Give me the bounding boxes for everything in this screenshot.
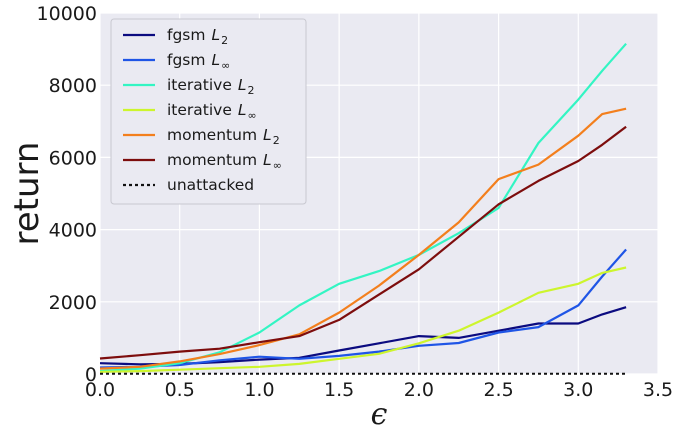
y-tick-label: 6000: [49, 147, 97, 169]
legend-entry-label: iterative: [167, 76, 232, 94]
legend-norm-symbol: L: [238, 101, 247, 119]
legend-norm-subscript: ∞: [273, 159, 282, 172]
legend-norm-symbol: L: [263, 126, 272, 144]
legend-entry-label: momentum: [167, 126, 257, 144]
legend-entry-label: fgsm: [167, 51, 205, 69]
legend-norm-symbol: L: [211, 26, 220, 44]
series-line-3: [99, 266, 627, 373]
y-tick-label: 0: [85, 364, 97, 386]
legend-entry-label: iterative: [167, 101, 232, 119]
y-tick-labels: 0 2000 4000 6000 8000 10000: [37, 3, 97, 386]
x-tick-label: 1.0: [244, 379, 274, 401]
y-axis-label: return: [7, 142, 47, 246]
x-tick-label: 0.0: [85, 379, 115, 401]
legend-norm-symbol: L: [211, 51, 220, 69]
series-line-4: [99, 107, 627, 370]
legend-entry-label: fgsm: [167, 26, 205, 44]
legend-norm-subscript: 2: [221, 34, 228, 47]
y-tick-label: 8000: [49, 75, 97, 97]
legend-norm-symbol: L: [238, 76, 247, 94]
series-line-1: [99, 248, 627, 369]
x-tick-label: 1.5: [324, 379, 354, 401]
legend-entry-label: momentum: [167, 151, 257, 169]
legend-norm-symbol: L: [263, 151, 272, 169]
series-line-5: [99, 125, 627, 360]
x-tick-labels: 0.0 0.5 1.0 1.5 2.0 2.5 3.0 3.5: [85, 379, 673, 401]
x-tick-label: 2.0: [404, 379, 434, 401]
legend-norm-subscript: ∞: [221, 59, 230, 72]
x-tick-label: 3.5: [643, 379, 673, 401]
x-tick-label: 3.0: [563, 379, 593, 401]
legend-entry-label: unattacked: [167, 176, 254, 194]
legend-norm-subscript: 2: [248, 84, 255, 97]
legend-norm-subscript: ∞: [248, 109, 257, 122]
legend-norm-subscript: 2: [273, 134, 280, 147]
series-lines: [99, 42, 627, 375]
y-tick-label: 4000: [49, 220, 97, 242]
x-tick-label: 0.5: [165, 379, 195, 401]
x-tick-label: 2.5: [483, 379, 513, 401]
y-tick-label: 10000: [37, 3, 97, 25]
y-tick-label: 2000: [49, 292, 97, 314]
x-axis-label: ϵ: [371, 397, 388, 432]
legend-box: [110, 18, 307, 205]
